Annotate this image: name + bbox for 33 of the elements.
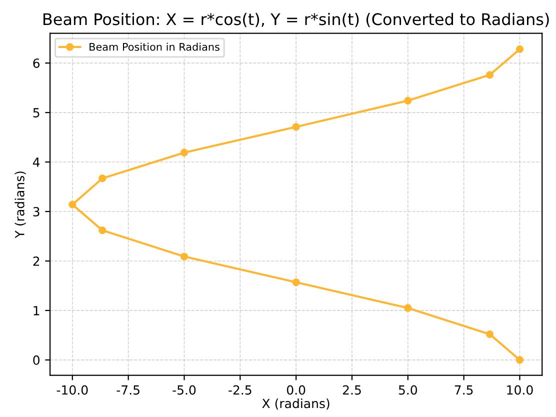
point [404,96,412,104]
point [98,226,106,234]
y-tick-label: 0 [33,355,40,365]
x-tick-label: 2.5 [342,385,361,395]
point [98,174,106,182]
x-tick-label: 5.0 [398,385,418,395]
y-tick-label: 6 [33,58,40,68]
chart-title: Beam Position: X = r*cos(t), Y = r*sin(t) (Converted to Radians) [44,12,549,28]
y-tick-label: 2 [33,256,40,266]
point [486,71,494,79]
y-tick-label: 1 [34,306,40,316]
point [180,148,188,156]
point [404,304,412,312]
point [292,123,300,131]
point [292,278,300,286]
point [516,356,524,364]
y-axis-title: Y (radians) [14,172,26,238]
x-tick-label: -10.0 [56,385,88,395]
x-tick-label: 0.0 [286,385,306,395]
point [486,330,494,338]
point [180,252,188,260]
point [68,200,76,208]
x-tick-label: -2.5 [228,385,252,395]
y-tick-label: 3 [33,206,40,216]
x-tick-label: 10.0 [507,385,533,395]
y-tick-label: 4 [32,158,40,167]
x-tick-label: -7.5 [116,385,140,395]
x-tick-label: 7.5 [454,385,473,395]
y-tick-label: 5 [33,108,40,118]
x-axis-title: X (radians) [262,398,330,410]
x-tick-label: -5.0 [172,385,196,395]
point [516,45,524,54]
legend-label: Beam Position in Radians [90,42,220,51]
